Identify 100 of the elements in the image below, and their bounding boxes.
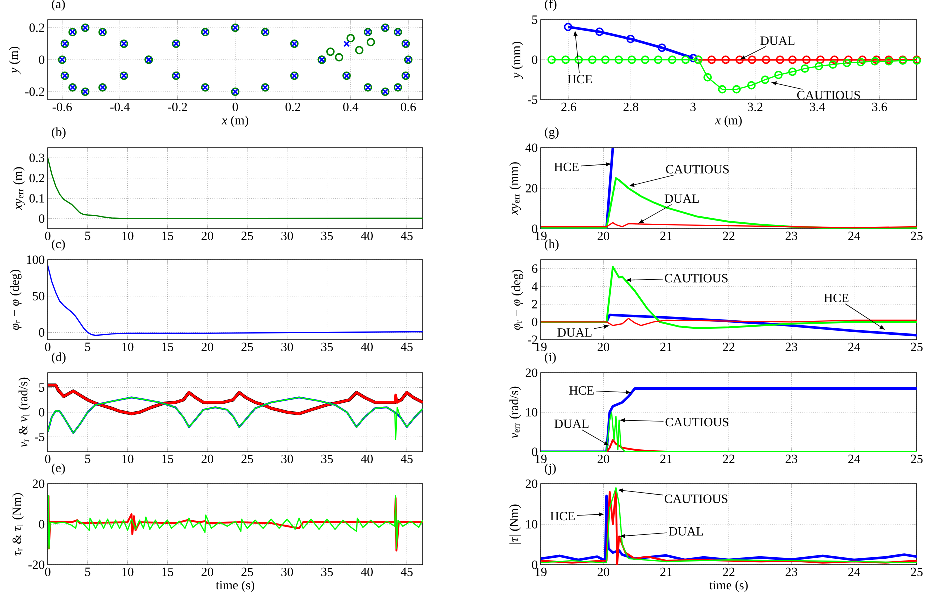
x-tick-label: 2.8	[624, 102, 639, 112]
y-tick-label: 10	[526, 408, 538, 417]
chart-title: (g)	[545, 128, 559, 140]
x-tick-label: 15	[162, 342, 174, 352]
y-tick-label: 0	[39, 520, 45, 529]
x-tick-label: 35	[322, 454, 334, 464]
x-tick-label: 0.2	[286, 102, 300, 112]
x-tick-label: 45	[400, 232, 413, 240]
y-tick-label: 100	[27, 256, 45, 264]
x-tick-label: 45	[400, 568, 413, 576]
annotation: DUAL	[760, 36, 795, 46]
x-tick-label: 21	[660, 232, 672, 240]
x-tick-label: 25	[242, 454, 254, 464]
x-tick-label: 30	[282, 232, 294, 240]
x-tick-label: 5	[85, 342, 91, 352]
x-tick-label: 19	[536, 568, 547, 576]
x-tick-label: 25	[911, 232, 923, 240]
x-tick-label: 3	[690, 102, 696, 112]
y-tick-label: -5	[34, 432, 45, 442]
x-tick-label: 20	[598, 342, 610, 352]
y-axis-title: xy$_{err}$ (mm)	[510, 162, 522, 216]
y-tick-label: 20	[526, 184, 538, 193]
y-tick-label: -5	[528, 96, 538, 104]
x-tick-label: 25	[911, 454, 923, 464]
x-tick-label: 45	[400, 454, 413, 464]
x-tick-label: 0	[45, 342, 51, 352]
x-tick-label: 0.6	[401, 102, 416, 112]
y-axis-title: xy$_{err}$ (m)	[13, 167, 25, 210]
x-tick-label: 23	[786, 342, 798, 352]
x-tick-label: 21	[660, 454, 672, 464]
x-tick-label: 20	[598, 232, 610, 240]
y-tick-label: 40	[526, 144, 538, 152]
y-tick-label: 20	[32, 480, 45, 488]
x-tick-label: 15	[162, 454, 174, 464]
annotation: CAUTIOUS	[666, 165, 729, 174]
x-tick-label: 24	[848, 342, 860, 352]
y-tick-label: 20	[526, 368, 538, 378]
x-tick-label: 30	[282, 454, 294, 464]
annotation: HCE	[824, 294, 849, 302]
x-tick-label: 40	[361, 232, 374, 240]
x-tick-label: 19	[536, 232, 547, 240]
annotation: HCE	[554, 162, 579, 172]
x-tick-label: 22	[723, 454, 735, 464]
x-tick-label: 45	[400, 342, 413, 352]
x-tick-label: 24	[848, 232, 860, 240]
x-tick-label: 24	[848, 454, 860, 464]
y-tick-label: 0	[532, 224, 538, 234]
x-tick-label: 25	[242, 568, 254, 576]
x-tick-label: 0	[45, 232, 51, 240]
x-tick-label: 0	[45, 454, 51, 464]
y-tick-label: 5	[39, 384, 45, 392]
annotation: HCE	[550, 512, 575, 521]
x-tick-label: 22	[723, 232, 735, 240]
y-tick-label: 0	[532, 560, 538, 570]
y-tick-label: -0.2	[25, 88, 44, 96]
y-tick-label: 0	[532, 448, 538, 456]
chart-title: (b)	[52, 128, 66, 140]
y-axis-title: ν$_{r}$ & ν$_{l}$ (rad/s)	[18, 378, 30, 448]
x-tick-label: 3.6	[872, 102, 888, 112]
x-tick-label: 40	[361, 342, 374, 352]
x-tick-label: 15	[162, 568, 174, 576]
y-tick-label: -20	[28, 560, 45, 570]
x-tick-label: 0	[232, 102, 238, 112]
x-tick-label: 20	[202, 342, 214, 352]
x-tick-label: 20	[202, 454, 214, 464]
chart-title: (i)	[545, 352, 556, 364]
x-tick-label: 20	[598, 454, 610, 464]
x-tick-label: 25	[911, 568, 923, 576]
x-tick-label: 19	[536, 454, 547, 464]
x-axis-title: time (s)	[710, 580, 748, 592]
x-tick-label: 0.4	[343, 102, 359, 112]
y-tick-label: 0	[532, 318, 538, 326]
x-tick-label: 40	[361, 454, 374, 464]
y-axis-title: ν$_{err}$ (rad/s)	[510, 386, 522, 438]
y-tick-label: 50	[33, 292, 45, 301]
y-tick-label: 4	[532, 282, 538, 291]
x-tick-label: 30	[282, 342, 294, 352]
x-axis-title: x (m)	[222, 116, 248, 128]
y-tick-label: 0	[39, 56, 45, 64]
x-tick-label: 10	[122, 454, 134, 464]
annotation: HCE	[570, 386, 594, 395]
x-tick-label: 30	[282, 568, 294, 576]
annotation: DUAL	[554, 420, 589, 428]
annotation: DUAL	[669, 527, 704, 536]
annotation: CAUTIOUS	[797, 91, 860, 100]
x-tick-label: 20	[202, 568, 214, 576]
x-tick-label: 15	[162, 232, 174, 240]
x-tick-label: 3.2	[748, 102, 763, 112]
annotation: CAUTIOUS	[665, 274, 728, 283]
y-tick-label: 0	[39, 408, 45, 417]
x-tick-label: 5	[85, 568, 91, 576]
y-axis-title: φ$_{r}$ − φ (deg)	[512, 270, 524, 330]
x-tick-label: 35	[322, 568, 334, 576]
y-tick-label: 0	[532, 56, 538, 64]
chart-title: (d)	[52, 352, 66, 364]
y-tick-label: 10	[526, 520, 538, 529]
y-axis-title: |τ| (Nm)	[510, 504, 522, 544]
chart-title: (c)	[52, 240, 66, 252]
chart-title: (h)	[545, 240, 559, 252]
x-tick-label: 35	[322, 342, 334, 352]
